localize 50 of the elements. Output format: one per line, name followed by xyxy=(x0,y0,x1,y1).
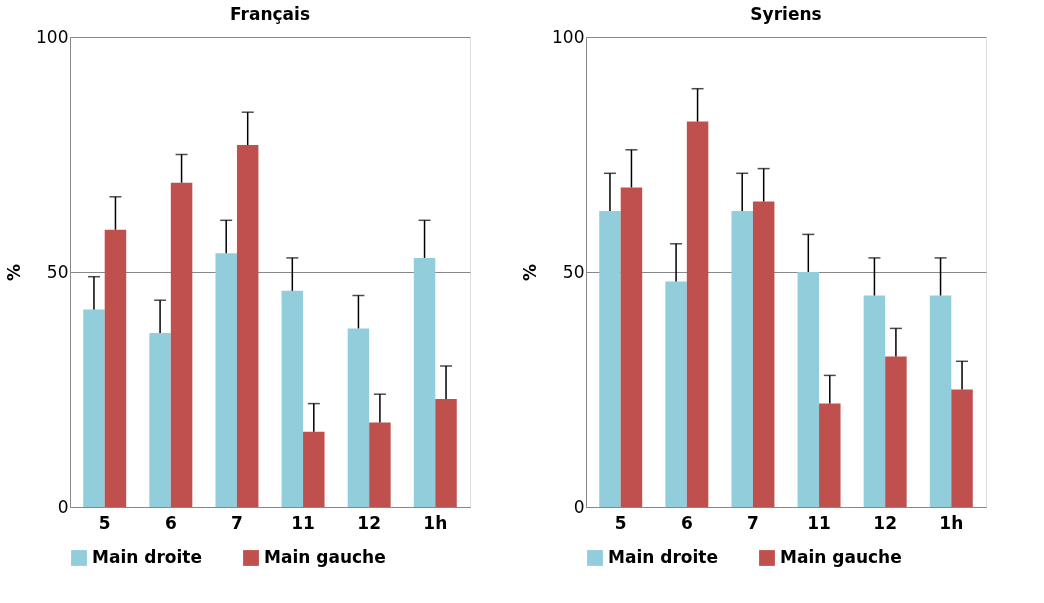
legend-label: Main gauche xyxy=(264,547,386,567)
bar xyxy=(303,431,325,507)
legend-label: Main gauche xyxy=(780,547,902,567)
bar xyxy=(885,356,907,507)
bar xyxy=(347,328,370,507)
bar xyxy=(215,253,237,507)
bar xyxy=(170,182,193,507)
y-axis-title: % xyxy=(4,263,25,282)
x-tick-label: 1h xyxy=(939,512,964,533)
x-tick-label: 5 xyxy=(614,512,627,533)
y-tick-label: 100 xyxy=(552,26,585,47)
bar xyxy=(104,229,127,507)
bar xyxy=(797,272,820,507)
x-tick-label: 6 xyxy=(164,512,177,533)
x-tick-label: 6 xyxy=(680,512,693,533)
chart-title: Syriens xyxy=(750,4,822,24)
bar xyxy=(83,309,105,507)
bar xyxy=(929,295,952,507)
y-tick-label: 100 xyxy=(36,26,69,47)
x-tick-label: 11 xyxy=(291,512,315,533)
y-tick-label: 0 xyxy=(57,496,69,517)
chart-title: Français xyxy=(230,4,310,24)
x-tick-label: 7 xyxy=(747,512,759,533)
y-tick-label: 0 xyxy=(573,496,585,517)
x-tick-label: 7 xyxy=(231,512,243,533)
bar xyxy=(686,121,709,507)
x-tick-label: 12 xyxy=(357,512,382,533)
bar xyxy=(281,290,304,507)
bar xyxy=(863,295,886,507)
x-tick-label: 11 xyxy=(807,512,831,533)
bar xyxy=(369,422,391,507)
bar xyxy=(752,201,775,507)
bar xyxy=(236,145,259,507)
legend-label: Main droite xyxy=(92,547,202,567)
x-tick-label: 1h xyxy=(423,512,448,533)
bar xyxy=(149,333,171,507)
bar xyxy=(819,403,841,507)
x-tick-label: 5 xyxy=(98,512,111,533)
legend-label: Main droite xyxy=(608,547,718,567)
bar xyxy=(413,257,436,507)
bar xyxy=(620,187,643,507)
y-tick-label: 50 xyxy=(46,261,69,282)
bar xyxy=(665,281,687,507)
y-axis-title: % xyxy=(520,263,541,282)
bar xyxy=(435,398,457,507)
y-tick-label: 50 xyxy=(562,261,585,282)
bar xyxy=(599,210,621,507)
x-tick-label: 12 xyxy=(873,512,898,533)
bar xyxy=(731,210,753,507)
bar xyxy=(951,389,973,507)
